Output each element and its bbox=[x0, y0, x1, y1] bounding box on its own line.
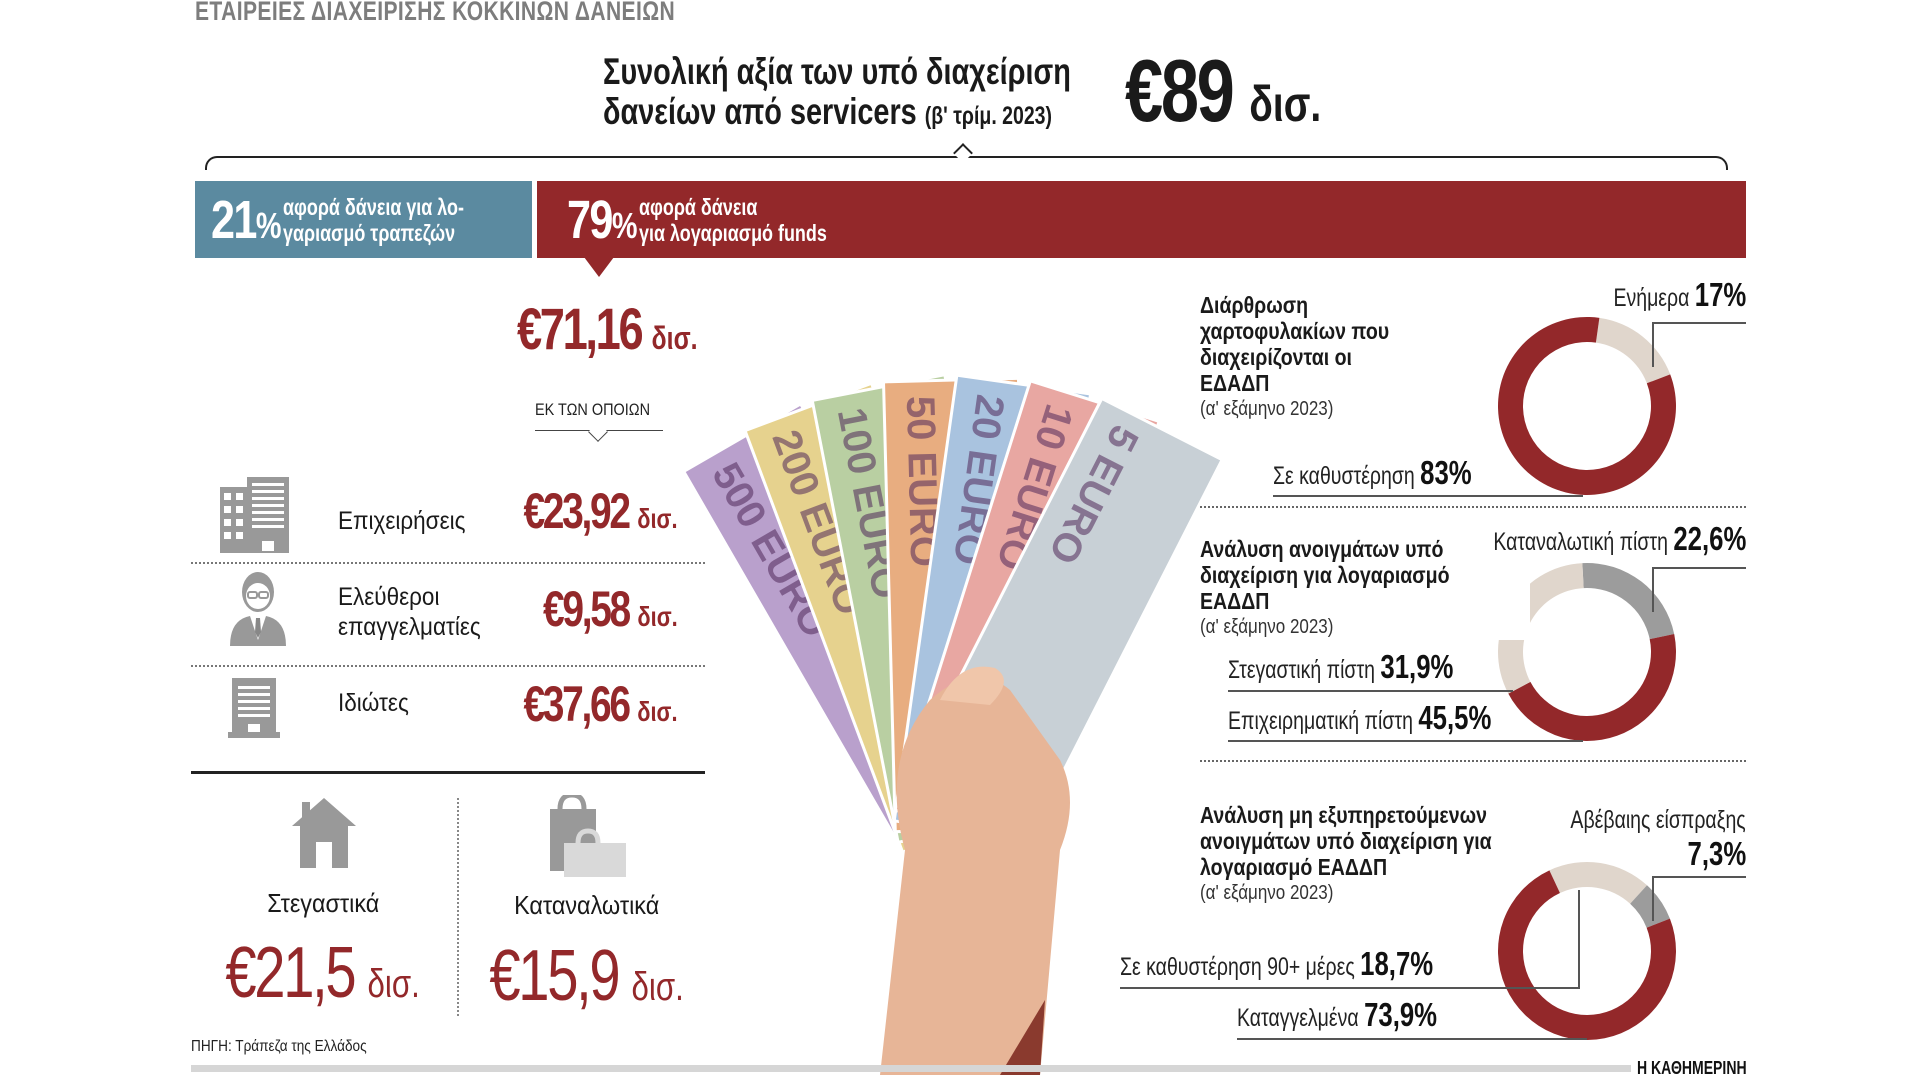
label-business-credit: Επιχειρηματική πίστη 45,5% bbox=[1228, 699, 1492, 736]
leader-line bbox=[1273, 495, 1583, 497]
breakdown-label-professionals: Ελεύθεροι επαγγελματίες bbox=[338, 583, 481, 641]
leader-line bbox=[1237, 1038, 1587, 1040]
funds-total-value: €71,16 δισ. bbox=[517, 297, 698, 362]
label-doubtful: Αβέβαιης είσπραξης 7,3% bbox=[1570, 806, 1746, 872]
office-building-icon bbox=[220, 477, 300, 558]
section-separator bbox=[1200, 506, 1746, 508]
leader-line bbox=[1652, 322, 1654, 367]
funds-share-bar: 79% αφορά δάνεια για λογαριασμό funds bbox=[537, 181, 1746, 258]
leader-line bbox=[1578, 890, 1580, 988]
label-overdue: Σε καθυστέρηση 83% bbox=[1273, 454, 1472, 491]
sleeve bbox=[1000, 1000, 1045, 1075]
leader-line bbox=[1652, 876, 1746, 878]
house-icon bbox=[290, 796, 358, 873]
category-label-housing: Στεγαστικά bbox=[266, 888, 380, 918]
breakdown-label-businesses: Επιχειρήσεις bbox=[338, 507, 466, 535]
donut1-title-text: Διάρθρωση χαρτοφυλακίων που διαχειρίζοντ… bbox=[1200, 292, 1390, 420]
publisher-logo: Η ΚΑΘΗΜΕΡΙΝΗ bbox=[1637, 1058, 1747, 1078]
headline-total: €89 δισ. bbox=[1125, 41, 1322, 140]
pointer-arrow bbox=[584, 257, 614, 277]
label-terminated: Καταγγελμένα 73,9% bbox=[1237, 996, 1438, 1033]
column-divider bbox=[457, 798, 459, 1016]
leader-line bbox=[1652, 567, 1654, 612]
donut-slice-3 bbox=[1497, 870, 1676, 1040]
donut-slice-1 bbox=[1595, 317, 1671, 384]
category-label-consumer: Καταναλωτικά bbox=[514, 890, 660, 920]
section-separator bbox=[1200, 760, 1746, 762]
hand bbox=[880, 677, 1070, 1075]
donut2-title: Ανάλυση ανοιγμάτων υπό διαχείριση για λο… bbox=[1200, 536, 1530, 640]
breakdown-label-individuals: Ιδιώτες bbox=[338, 689, 409, 717]
leader-line bbox=[1120, 987, 1580, 989]
leader-line bbox=[1652, 876, 1654, 921]
apartment-building-icon bbox=[228, 678, 282, 743]
leader-line bbox=[1228, 740, 1583, 742]
row-divider bbox=[191, 562, 705, 564]
category-value-housing: €21,5 δισ. bbox=[225, 933, 421, 1013]
thumb bbox=[940, 666, 1004, 705]
leader-line bbox=[1652, 567, 1746, 569]
leader-line bbox=[1228, 690, 1513, 692]
row-divider bbox=[191, 665, 705, 667]
leader-line bbox=[1652, 322, 1746, 324]
breakdown-value-professionals: €9,58 δισ. bbox=[543, 581, 678, 637]
footer-bar bbox=[191, 1065, 1631, 1072]
donut-slice-2 bbox=[1508, 634, 1676, 742]
donut-slice-3 bbox=[1549, 862, 1647, 904]
professional-person-icon bbox=[228, 570, 288, 653]
kicker-title: ΕΤΑΙΡΕΙΕΣ ΔΙΑΧΕΙΡΙΣΗΣ ΚΟΚΚΙΝΩΝ ΔΑΝΕΙΩΝ bbox=[195, 0, 676, 26]
shopping-bags-icon bbox=[548, 792, 628, 882]
donut3-title: Ανάλυση μη εξυπηρετούμενων ανοιγμάτων υπ… bbox=[1200, 802, 1492, 904]
breakdown-value-businesses: €23,92 δισ. bbox=[523, 483, 678, 539]
source-note: ΠΗΓΗ: Τράπεζα της Ελλάδος bbox=[191, 1038, 367, 1055]
section-divider bbox=[191, 771, 705, 774]
banks-share-bar: 21% αφορά δάνεια για λο-γαριασμό τραπεζώ… bbox=[195, 181, 532, 258]
label-consumer-credit: Καταναλωτική πίστη 22,6% bbox=[1492, 520, 1746, 557]
donut-slice-2 bbox=[1582, 563, 1675, 640]
label-overdue-90: Σε καθυστέρηση 90+ μέρες 18,7% bbox=[1120, 945, 1434, 982]
label-housing-credit: Στεγαστική πίστη 31,9% bbox=[1228, 648, 1454, 685]
label-current: Ενήμερα 17% bbox=[1613, 276, 1746, 313]
category-value-consumer: €15,9 δισ. bbox=[489, 936, 685, 1016]
breakdown-value-individuals: €37,66 δισ. bbox=[523, 676, 678, 732]
donut-slice-3 bbox=[1630, 885, 1670, 928]
headline: Συνολική αξία των υπό διαχείριση δανείων… bbox=[603, 51, 1071, 132]
of-which-label: ΕΚ ΤΩΝ ΟΠΟΙΩΝ bbox=[535, 400, 651, 419]
